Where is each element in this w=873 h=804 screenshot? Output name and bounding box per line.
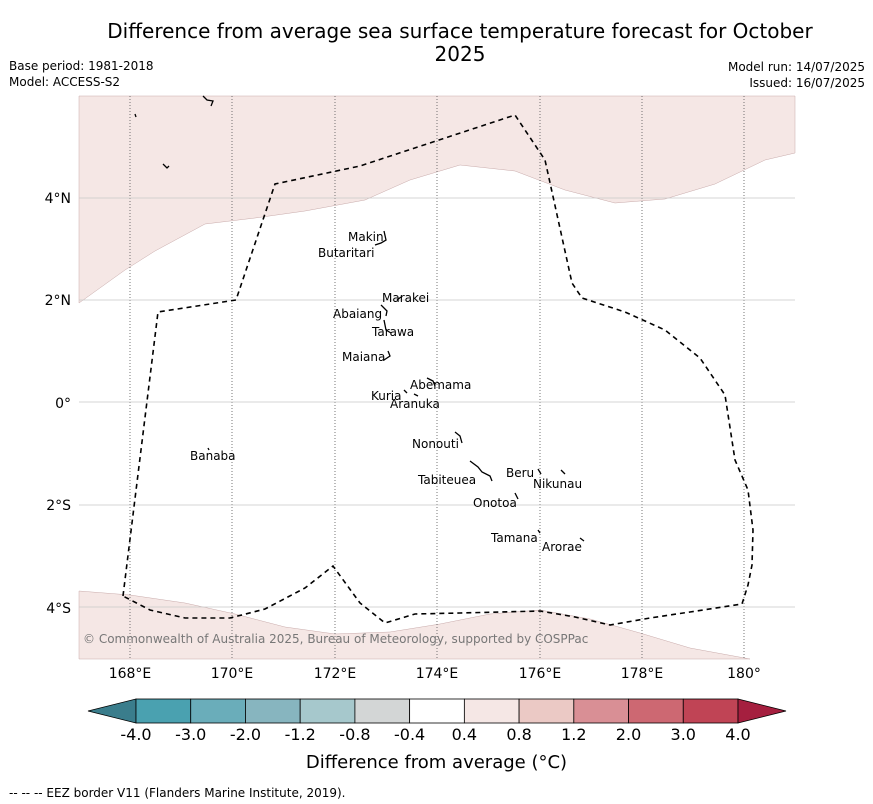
island-label-abemama: Abemama	[410, 378, 471, 392]
colorbar-arrow-max	[737, 698, 787, 724]
colorbar-tick-label: 1.2	[561, 725, 587, 744]
colorbar	[87, 698, 787, 724]
lon-label-168e: 168°E	[109, 666, 152, 682]
lon-label-172e: 172°E	[314, 666, 357, 682]
colorbar-segment	[135, 698, 192, 724]
lat-label-4s: 4°S	[46, 601, 71, 617]
island-label-butaritari: Butaritari	[318, 246, 375, 260]
island-label-tabiteuea: Tabiteuea	[417, 473, 476, 487]
island-shapes	[134, 95, 585, 542]
model-name: Model: ACCESS-S2	[9, 75, 121, 89]
colorbar-arrow-min	[87, 698, 137, 724]
colorbar-segment	[682, 698, 739, 724]
colorbar-segment	[354, 698, 411, 724]
colorbar-tick-label: -4.0	[120, 725, 152, 744]
colorbar-segment	[463, 698, 520, 724]
island-label-abaiang: Abaiang	[333, 307, 382, 321]
lon-label-178e: 178°E	[621, 666, 664, 682]
model-run: Model run: 14/07/2025	[727, 60, 865, 74]
copyright-notice: © Commonwealth of Australia 2025, Bureau…	[83, 632, 589, 646]
lon-label-174e: 174°E	[416, 666, 459, 682]
eez-legend-note: -- -- -- EEZ border V11 (Flanders Marine…	[9, 786, 346, 800]
colorbar-tick-label: -0.4	[394, 725, 426, 744]
island-label-tamana: Tamana	[490, 531, 538, 545]
colorbar-tick-label: -2.0	[229, 725, 262, 744]
colorbar-tick-label: 3.0	[670, 725, 696, 744]
lon-label-180: 180°	[727, 666, 761, 682]
page-title: Difference from average sea surface temp…	[107, 19, 813, 66]
meta-right: Model run: 14/07/2025 Issued: 16/07/2025	[728, 59, 865, 91]
colorbar-segment	[518, 698, 575, 724]
island-label-tarawa: Tarawa	[371, 325, 414, 339]
anomaly-region-north	[78, 95, 796, 304]
island-label-aranuka: Aranuka	[390, 397, 440, 411]
anomaly-region-south	[78, 590, 751, 660]
colorbar-segment	[573, 698, 629, 724]
island-label-makin: Makin	[348, 230, 384, 244]
colorbar-tick-label: 0.4	[451, 725, 478, 744]
island-label-banaba: Banaba	[190, 449, 236, 463]
island-label-maiana: Maiana	[342, 350, 385, 364]
lat-label-0: 0°	[55, 396, 71, 412]
island-label-nonouti: Nonouti	[412, 437, 459, 451]
lat-label-2n: 2°N	[45, 293, 71, 309]
island-label-nikunau: Nikunau	[533, 477, 582, 491]
colorbar-segment	[409, 698, 465, 724]
colorbar-tick-label: 2.0	[615, 725, 642, 744]
colorbar-segment	[628, 698, 684, 724]
eez-border	[122, 114, 754, 626]
colorbar-segment	[190, 698, 246, 724]
colorbar-tick-label: -3.0	[175, 725, 207, 744]
colorbar-tick-label: 0.8	[506, 725, 532, 744]
colorbar-tick-label: -0.8	[339, 725, 371, 744]
lon-label-176e: 176°E	[519, 666, 562, 682]
lat-label-2s: 2°S	[46, 498, 71, 514]
meta-left: Base period: 1981-2018 Model: ACCESS-S2	[9, 58, 154, 90]
base-period: Base period: 1981-2018	[9, 59, 154, 73]
island-label-kuria: Kuria	[371, 389, 402, 403]
island-label-arorae: Arorae	[542, 540, 582, 554]
graticule	[79, 96, 795, 659]
colorbar-tick-label: 4.0	[725, 725, 751, 744]
issued-date: Issued: 16/07/2025	[749, 76, 865, 90]
lat-label-4n: 4°N	[45, 191, 71, 207]
colorbar-segment	[299, 698, 356, 724]
colorbar-segment	[245, 698, 301, 724]
island-label-onotoa: Onotoa	[473, 496, 517, 510]
lon-label-170e: 170°E	[211, 666, 254, 682]
island-label-marakei: Marakei	[382, 291, 429, 305]
colorbar-label: Difference from average (°C)	[305, 752, 568, 773]
island-label-beru: Beru	[506, 466, 534, 480]
map-panel: Makin Butaritari Marakei Abaiang Tarawa …	[45, 95, 796, 682]
colorbar-tick-label: -1.2	[284, 725, 316, 744]
